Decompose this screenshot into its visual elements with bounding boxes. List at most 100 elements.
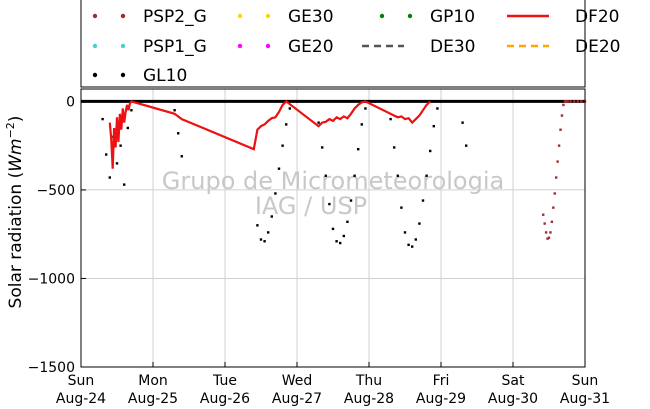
legend-label-de20: DE20 [575,37,620,57]
legend-marker-ge30 [237,13,243,19]
series-psp2-g-point [565,100,568,103]
series-psp2-g-point [566,100,569,103]
series-gl10-point [425,174,428,177]
series-gl10-point [429,149,432,153]
y-axis-label: Solar radiation (Wm−2) [4,116,26,309]
x-tick-label-day: Wed [282,373,313,389]
series-gl10-point [292,100,295,103]
legend-marker-ge30 [265,13,271,19]
legend-marker-gl10 [92,72,98,78]
legend-marker-psp1-g [120,43,126,49]
series-gl10-point [317,121,320,124]
legend-label-ge30: GE30 [288,7,334,27]
x-tick-label-date: Aug-26 [200,391,250,407]
series-gl10-point [418,222,421,225]
legend-label-psp1-g: PSP1_G [143,37,207,57]
series-gl10-point [461,121,464,124]
y-tick-label: −1000 [28,271,75,287]
series-gl10-point [256,224,259,227]
y-tick-label: 0 [66,94,75,110]
series-psp2-g-point [573,100,576,103]
series-gl10-point [177,132,180,135]
watermark-line-2: IAG / USP [255,192,367,220]
y-axis-label-close: ) [6,116,26,123]
x-tick-label-date: Aug-28 [344,391,394,407]
legend-label-df20: DF20 [575,7,620,27]
legend-marker-psp2-g [92,13,98,19]
series-psp2-g-point [569,100,572,103]
x-tick-label-day: Fri [433,373,450,389]
series-gl10-point [115,162,119,165]
series-gl10-point [436,107,439,110]
legend-marker-ge20 [237,43,243,49]
series-gl10-point [303,100,306,103]
series-gl10-point [173,109,176,112]
series-gl10-point [105,153,108,156]
series-gl10-point [407,243,410,247]
series-gl10-point [130,109,133,112]
x-tick-label-day: Tue [212,373,237,389]
y-axis-label-main: Solar radiation ( [6,172,26,309]
series-gl10-point [339,241,342,245]
series-psp2-g-point [550,220,554,224]
series-gl10-point [101,117,104,121]
legend-marker-psp2-g [120,13,126,19]
series-gl10-point [353,174,356,177]
series-psp2-g-point [576,100,579,103]
series-gl10-point [357,148,360,151]
series-psp2-g-point [546,237,549,240]
series-gl10-point [367,100,371,103]
x-tick-label-date: Aug-31 [560,391,610,407]
series-gl10-point [414,238,417,241]
series-psp2-g-point [562,103,565,107]
series-gl10-point [119,144,122,147]
x-tick-label-day: Sat [502,373,525,389]
x-tick-label-date: Aug-27 [272,391,322,407]
series-gl10-point [274,192,277,195]
series-gl10-point [360,123,363,126]
series-psp2-g-point [552,206,555,209]
x-tick-label-date: Aug-24 [56,391,106,407]
series-gl10-point [396,174,399,177]
x-tick-label-date: Aug-25 [128,391,178,407]
series-gl10-point [389,117,392,121]
series-gl10-point [331,227,335,231]
legend-marker-ge20 [265,43,271,49]
legend-label-de30: DE30 [430,37,475,57]
series-psp2-g-point [547,236,551,239]
series-psp2-g-point [559,128,562,131]
series-gl10-point [299,100,302,103]
series-gl10-point [335,240,338,243]
series-gl10-point [267,231,270,234]
legend-marker-gp10 [407,13,413,19]
legend-label-psp2-g: PSP2_G [143,7,207,27]
legend-label-ge20: GE20 [288,37,334,57]
series-gl10-point [321,146,324,149]
series-psp2-g-point [560,114,564,117]
series-psp2-g-point [556,160,559,163]
x-tick-label-date: Aug-30 [488,391,538,407]
series-psp2-g-point [543,222,546,225]
series-gl10-point [403,231,407,234]
legend: PSP2_G GE30 GP10 DF20 PSP1_G GE20 DE30 DE20 GL10 [80,0,620,88]
plot-border [80,88,586,368]
legend-marker-psp1-g [92,43,98,49]
series-psp2-g-point [544,231,548,234]
series-gl10-point [342,234,345,238]
series-gl10-point [328,202,331,206]
x-tick-label-day: Sun [68,373,95,389]
series-gl10-point [349,199,353,202]
series-gl10-point [288,107,291,110]
series-gl10-point [346,220,349,224]
series-gl10-point [465,144,468,147]
data-series [81,99,587,248]
series-gl10-point [281,144,284,147]
legend-frame [80,0,586,88]
series-psp2-g-point [549,231,552,234]
watermark-line-1: Grupo de Micrometeorologia [162,167,504,195]
plot-area: Grupo de Micrometeorologia IAG / USP [80,88,587,368]
series-gl10-point [123,183,126,186]
series-gl10-point [263,240,266,243]
series-gl10-point [259,238,263,241]
legend-marker-gl10 [120,72,126,78]
